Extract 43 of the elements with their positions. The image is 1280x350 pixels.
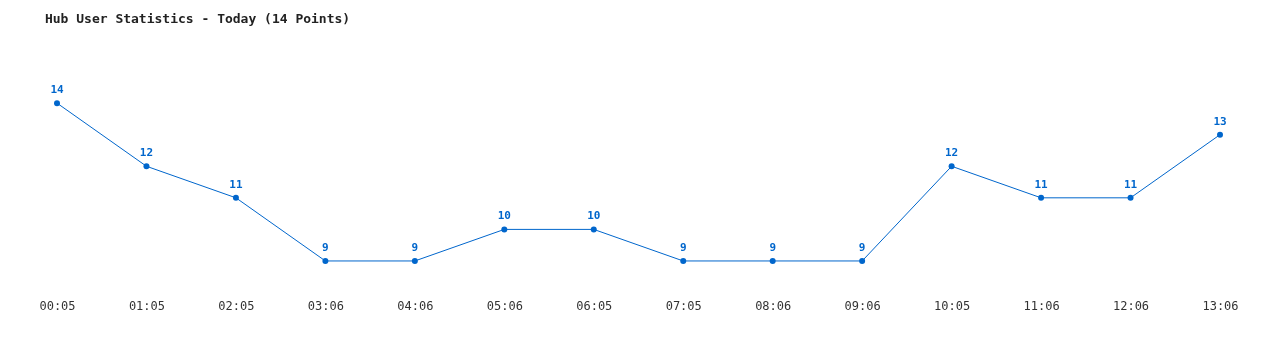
data-label: 10 [497, 209, 511, 223]
x-tick-label: 03:06 [307, 298, 344, 313]
chart-title: Hub User Statistics - Today (14 Points) [44, 11, 351, 26]
x-tick-label: 07:05 [665, 298, 702, 313]
x-tick-label: 06:05 [576, 298, 613, 313]
data-label: 9 [858, 240, 866, 254]
point [859, 257, 866, 264]
x-tick-label: 12:06 [1112, 298, 1150, 313]
point [680, 257, 687, 264]
x-tick-label: 11:06 [1023, 298, 1060, 313]
x-tick-label: 13:06 [1202, 298, 1239, 313]
data-label: 14 [50, 83, 64, 97]
point [322, 257, 329, 264]
point [948, 163, 955, 170]
data-label: 9 [679, 240, 687, 254]
x-tick-label: 08:06 [755, 298, 792, 313]
data-label: 12 [944, 146, 959, 160]
data-label: 11 [229, 177, 243, 191]
data-label: 10 [587, 209, 601, 223]
x-tick-label: 09:06 [844, 298, 881, 313]
point [590, 226, 597, 233]
x-tick-label: 01:05 [128, 298, 166, 313]
data-label: 11 [1034, 177, 1049, 191]
point [769, 257, 776, 264]
data-label: 9 [411, 240, 419, 254]
data-label: 11 [1123, 177, 1138, 191]
point [1217, 131, 1223, 138]
data-label: 13 [1213, 114, 1227, 128]
point [501, 226, 508, 233]
point [1127, 194, 1134, 201]
point [232, 194, 239, 201]
x-tick-label: 00:05 [39, 298, 76, 313]
x-tick-label: 05:06 [486, 298, 523, 313]
data-label: 9 [322, 240, 329, 254]
data-label: 9 [769, 240, 776, 254]
point [143, 163, 150, 170]
point [411, 257, 418, 264]
x-tick-label: 10:05 [934, 298, 971, 313]
data-label: 12 [139, 146, 154, 160]
x-tick-label: 02:05 [218, 298, 255, 313]
point [54, 100, 60, 107]
point [1038, 194, 1045, 201]
x-tick-label: 04:06 [397, 298, 434, 313]
